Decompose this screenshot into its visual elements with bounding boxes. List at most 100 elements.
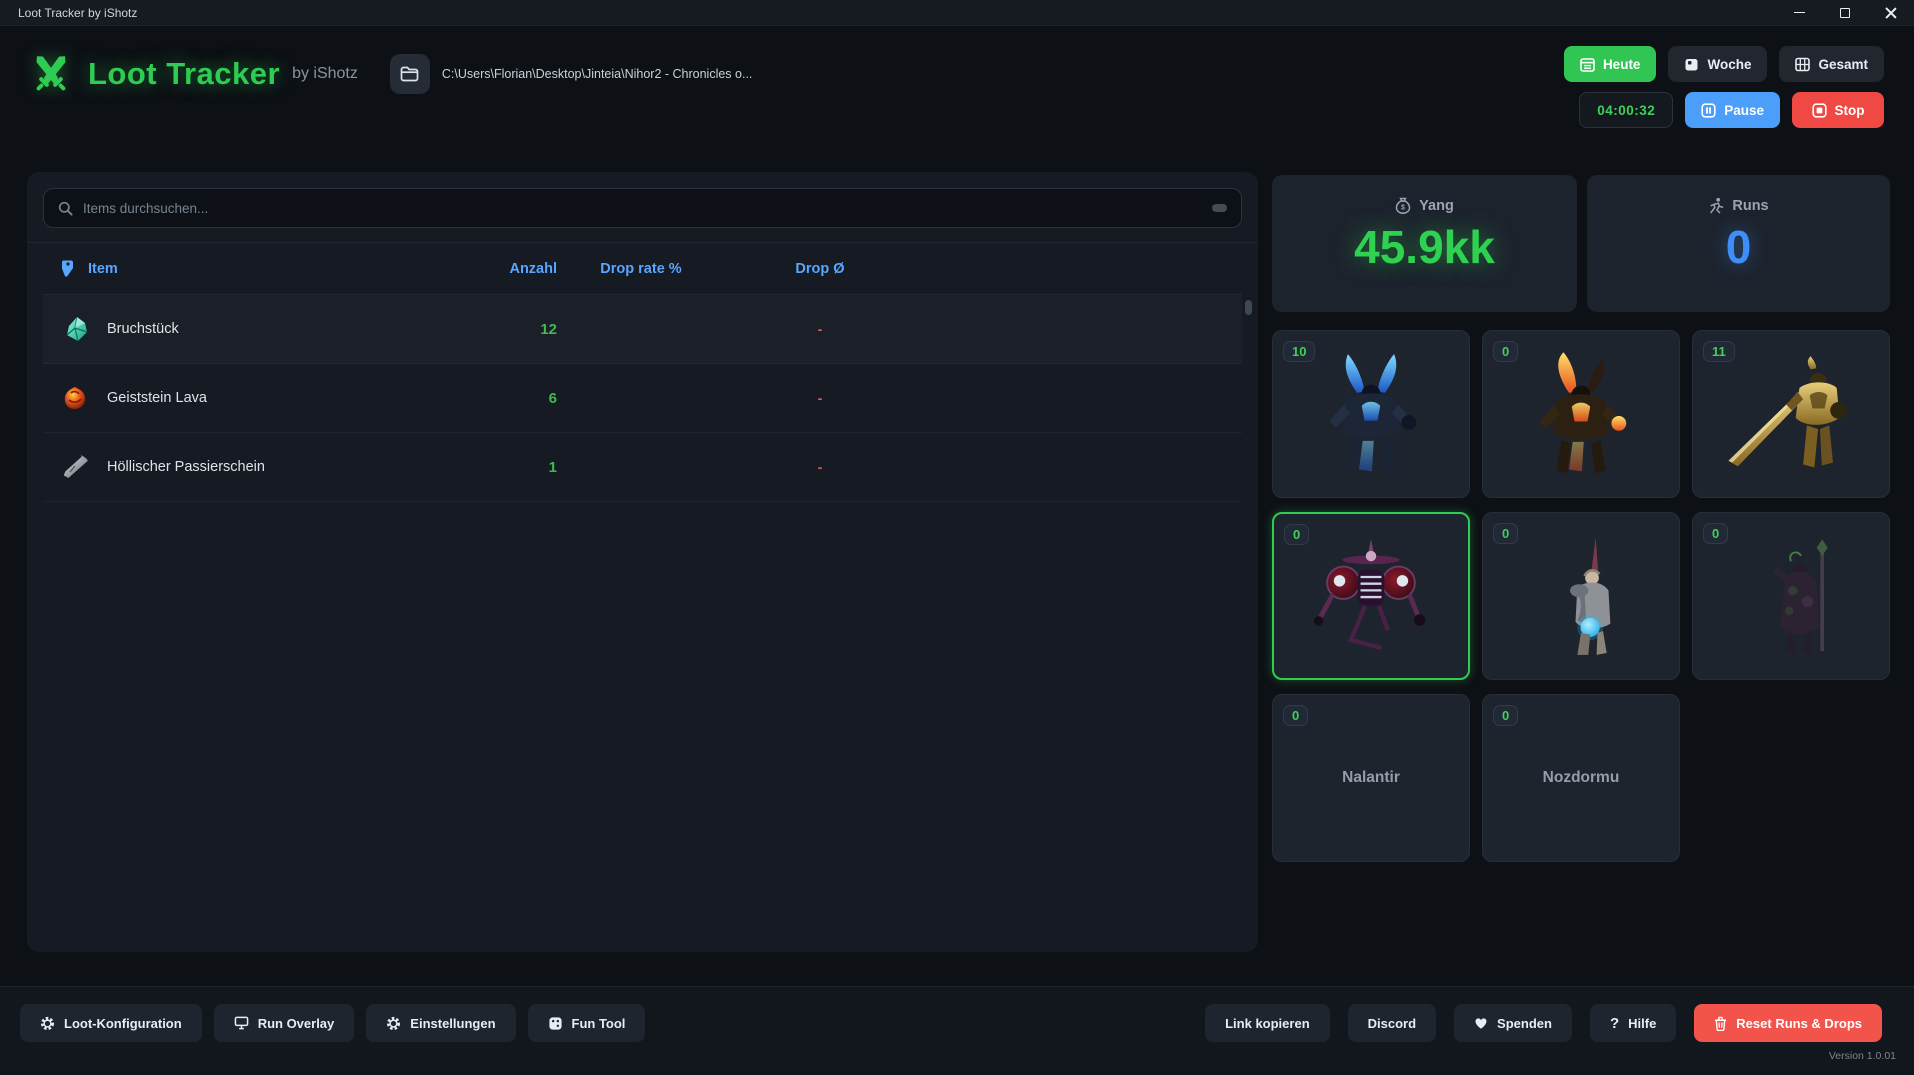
trash-icon [1715,1016,1727,1031]
table-row[interactable]: Bruchstück 12 - [43,295,1242,364]
calendar-day-icon [1580,57,1595,72]
fun-tool-button[interactable]: Fun Tool [527,1004,646,1042]
hilfe-label: Hilfe [1628,1015,1657,1031]
runner-icon [1710,197,1724,214]
item-name: Höllischer Passierschein [107,459,265,475]
question-icon: ? [1609,1014,1620,1032]
boss-card-blue-horned-warrior[interactable]: 10 [1272,330,1470,498]
boss-name: Nozdormu [1542,769,1620,786]
link-kopieren-label: Link kopieren [1225,1015,1310,1031]
folder-icon [401,66,419,82]
titlebar: Loot Tracker by iShotz [0,0,1914,26]
money-bag-icon: $ [1395,197,1411,214]
reset-runs-drops-label: Reset Runs & Drops [1736,1015,1862,1031]
stop-icon [1811,102,1827,118]
boss-sprite-gold-sword-warrior [1728,356,1847,468]
boss-card-nalantir[interactable]: 0 Nalantir [1272,694,1470,862]
search-bar-handle[interactable] [1212,204,1227,212]
boss-kill-count-badge: 0 [1493,523,1519,544]
boss-sprite-dark-staff-shaman [1772,539,1828,653]
search-input[interactable] [83,200,1212,216]
period-gesamt-label: Gesamt [1818,56,1868,72]
open-folder-button[interactable] [389,54,430,94]
period-heute-button[interactable]: Heute [1563,46,1657,82]
minimize-icon [1793,12,1805,13]
boss-kill-count-badge: 0 [1493,705,1519,726]
item-count: 6 [548,389,557,407]
maximize-icon [1840,7,1850,18]
item-count: 12 [540,320,557,338]
stop-button[interactable]: Stop [1792,92,1884,128]
boss-sprite-fire-horned-warrior [1539,352,1627,474]
column-item-label: Item [88,260,118,277]
reset-runs-drops-button[interactable]: Reset Runs & Drops [1694,1004,1882,1042]
pause-icon [1701,102,1716,118]
profile-path-group: C:\Users\Florian\Desktop\Jinteia\Nihor2 … [389,54,752,94]
hilfe-button[interactable]: ? Hilfe [1589,1004,1677,1042]
gear-icon [40,1016,55,1030]
stop-label: Stop [1834,102,1865,118]
tag-icon [61,260,73,277]
boss-card-pale-orb-warrior[interactable]: 0 [1482,512,1680,680]
search-bar [43,188,1242,228]
crystal-shard-icon [66,316,88,342]
boss-card-purple-skeleton-beast[interactable]: 0 [1272,512,1470,680]
fun-tool-label: Fun Tool [571,1015,626,1031]
boss-kill-count-badge: 0 [1493,341,1519,362]
einstellungen-label: Einstellungen [410,1015,496,1031]
footer-bar: Loot-Konfiguration Run Overlay Einstellu… [0,986,1914,1075]
panel-divider [27,242,1258,243]
loot-konfiguration-button[interactable]: Loot-Konfiguration [20,1004,202,1042]
app-byline: by iShotz [292,65,358,82]
table-scrollbar-thumb[interactable] [1245,300,1252,315]
boss-card-dark-staff-shaman[interactable]: 0 [1692,512,1890,680]
item-count: 1 [548,458,557,476]
run-overlay-label: Run Overlay [257,1015,335,1031]
run-overlay-button[interactable]: Run Overlay [213,1004,355,1042]
boss-name: Nalantir [1342,769,1400,786]
item-name: Geiststein Lava [107,390,207,406]
pause-button[interactable]: Pause [1685,92,1780,128]
discord-label: Discord [1367,1015,1417,1031]
heart-icon [1475,1017,1487,1029]
app-header: Loot Tracker by iShotz C:\Users\Florian\… [0,26,1914,128]
calendar-grid-icon [1795,57,1811,71]
session-controls: Heute Woche Gesamt 04:00:32 [1563,46,1884,128]
maximize-button[interactable] [1822,0,1868,25]
gear-icon [387,1016,401,1030]
link-kopieren-button[interactable]: Link kopieren [1205,1004,1330,1042]
close-button[interactable] [1868,0,1914,25]
boss-card-nozdormu[interactable]: 0 Nozdormu [1482,694,1680,862]
table-row[interactable]: Geiststein Lava 6 - [43,364,1242,433]
period-buttons: Heute Woche Gesamt [1563,46,1884,82]
runs-value: 0 [1725,221,1752,273]
footer-left-buttons: Loot-Konfiguration Run Overlay Einstellu… [20,1004,646,1042]
discord-button[interactable]: Discord [1347,1004,1437,1042]
svg-text:$: $ [1401,205,1405,212]
monitor-icon [234,1016,249,1030]
footer-right-buttons: Link kopieren Discord Spenden ? Hilfe Re… [1205,1004,1882,1042]
yang-stat-card: $ Yang 45.9kk [1272,175,1577,312]
period-woche-label: Woche [1707,56,1752,72]
einstellungen-button[interactable]: Einstellungen [366,1004,516,1042]
period-woche-button[interactable]: Woche [1668,46,1768,82]
column-dropavg-label: Drop Ø [795,260,845,277]
yang-value: 45.9kk [1354,221,1495,273]
period-gesamt-button[interactable]: Gesamt [1779,46,1884,82]
boss-card-gold-sword-warrior[interactable]: 11 [1692,330,1890,498]
loot-panel: Item Anzahl Drop rate % Drop Ø Bruchstüc… [27,172,1258,952]
minimize-button[interactable] [1776,0,1822,25]
item-drop-avg: - [817,321,823,337]
boss-kill-count-badge: 0 [1703,523,1729,544]
pause-label: Pause [1724,102,1764,118]
version-label: Version 1.0.01 [1828,1050,1896,1062]
column-anzahl-label: Anzahl [509,260,557,277]
window-controls [1776,0,1914,25]
boss-sprite-pale-orb-warrior [1570,537,1611,655]
app-title: Loot Tracker [88,56,281,91]
boss-card-fire-horned-warrior[interactable]: 0 [1482,330,1680,498]
spenden-button[interactable]: Spenden [1454,1004,1572,1042]
table-row[interactable]: Höllischer Passierschein 1 - [43,433,1242,502]
lava-stone-icon [64,387,86,409]
close-icon [1885,7,1897,19]
